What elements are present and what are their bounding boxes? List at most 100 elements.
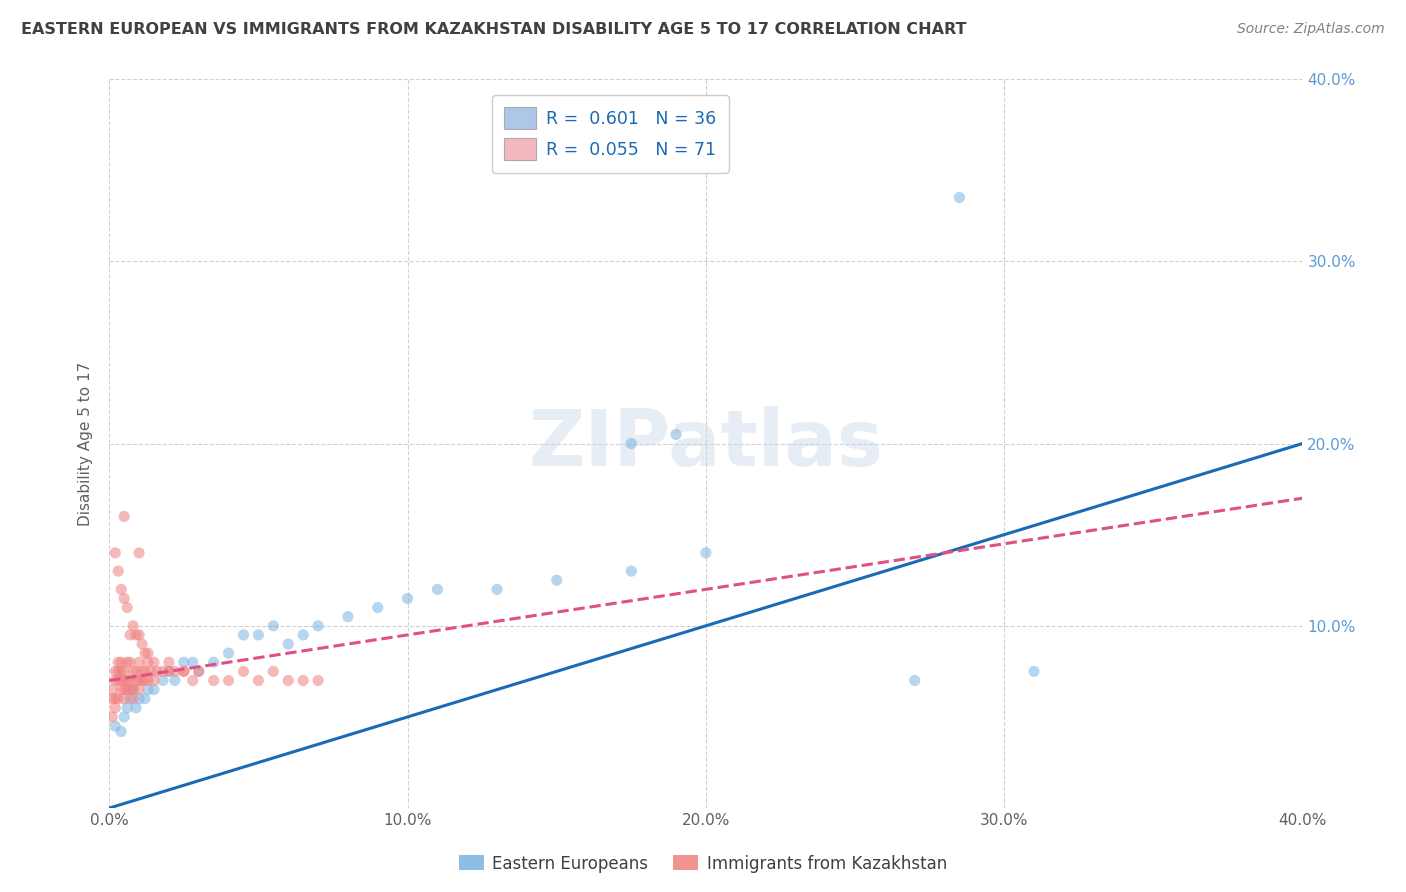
Point (122, 682, 145, 697)
Point (262, 619, 284, 633)
Point (107, 691, 129, 706)
Point (173, 665, 195, 679)
Point (112, 673, 135, 688)
Point (247, 628, 270, 642)
Point (181, 673, 204, 688)
Point (157, 665, 180, 679)
Point (115, 673, 138, 688)
Point (131, 665, 153, 679)
Point (112, 591, 135, 606)
Point (128, 682, 150, 697)
Point (112, 509, 135, 524)
Point (112, 682, 135, 697)
Point (426, 582, 449, 597)
Point (367, 600, 389, 615)
Point (125, 673, 148, 688)
Point (120, 628, 142, 642)
Point (131, 673, 153, 688)
Point (122, 665, 145, 679)
Point (104, 546, 127, 560)
Point (125, 628, 148, 642)
Point (128, 673, 150, 688)
Point (115, 655, 138, 669)
Point (120, 655, 142, 669)
Point (277, 673, 299, 688)
Point (163, 665, 186, 679)
Point (136, 655, 159, 669)
Point (120, 682, 142, 697)
Point (128, 628, 150, 642)
Point (134, 665, 156, 679)
Point (122, 619, 145, 633)
Y-axis label: Disability Age 5 to 17: Disability Age 5 to 17 (79, 361, 93, 525)
Text: ZIPatlas: ZIPatlas (529, 406, 883, 482)
Point (104, 719, 127, 733)
Point (904, 673, 927, 688)
Legend: Eastern Europeans, Immigrants from Kazakhstan: Eastern Europeans, Immigrants from Kazak… (453, 848, 953, 880)
Point (101, 682, 124, 697)
Point (143, 682, 166, 697)
Point (307, 619, 329, 633)
Point (1022, 665, 1045, 679)
Point (695, 546, 717, 560)
Point (187, 665, 209, 679)
Point (181, 655, 204, 669)
Point (110, 582, 132, 597)
Point (665, 427, 688, 442)
Point (277, 637, 299, 651)
Point (131, 637, 153, 651)
Point (292, 673, 315, 688)
Point (107, 564, 129, 578)
Point (122, 691, 145, 706)
Point (396, 591, 419, 606)
Point (101, 710, 124, 724)
Point (115, 600, 138, 615)
Point (336, 609, 359, 624)
Point (134, 691, 156, 706)
Point (157, 655, 180, 669)
Legend: R =  0.601   N = 36, R =  0.055   N = 71: R = 0.601 N = 36, R = 0.055 N = 71 (492, 95, 728, 172)
Point (110, 665, 132, 679)
Text: EASTERN EUROPEAN VS IMMIGRANTS FROM KAZAKHSTAN DISABILITY AGE 5 TO 17 CORRELATIO: EASTERN EUROPEAN VS IMMIGRANTS FROM KAZA… (21, 22, 966, 37)
Point (546, 573, 568, 587)
Point (146, 665, 169, 679)
Point (218, 646, 240, 660)
Point (125, 665, 148, 679)
Point (292, 628, 315, 642)
Point (157, 665, 180, 679)
Point (120, 673, 142, 688)
Point (110, 724, 132, 739)
Point (486, 582, 509, 597)
Point (143, 655, 166, 669)
Point (620, 564, 643, 578)
Point (104, 691, 127, 706)
Point (202, 673, 225, 688)
Point (115, 682, 138, 697)
Point (110, 682, 132, 697)
Point (620, 436, 643, 450)
Point (232, 665, 254, 679)
Point (120, 691, 142, 706)
Point (122, 682, 145, 697)
Point (134, 646, 156, 660)
Point (307, 673, 329, 688)
Point (202, 655, 225, 669)
Point (136, 682, 159, 697)
Point (128, 655, 150, 669)
Point (101, 691, 124, 706)
Point (262, 665, 284, 679)
Point (187, 665, 209, 679)
Point (247, 673, 270, 688)
Point (128, 546, 150, 560)
Point (110, 673, 132, 688)
Point (218, 673, 240, 688)
Point (112, 710, 135, 724)
Point (107, 665, 129, 679)
Point (128, 691, 150, 706)
Point (104, 673, 127, 688)
Point (152, 665, 174, 679)
Point (104, 665, 127, 679)
Point (136, 646, 159, 660)
Point (112, 691, 135, 706)
Point (163, 673, 186, 688)
